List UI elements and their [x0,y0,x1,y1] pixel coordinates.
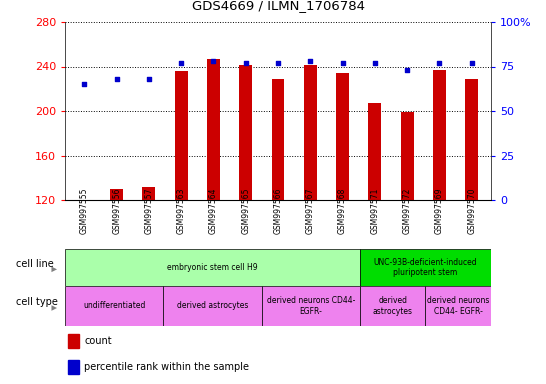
Point [112,76,121,82]
Bar [271,79,284,200]
Text: GSM997563: GSM997563 [177,187,186,234]
Bar [465,79,478,200]
Point [177,60,186,66]
Bar [369,103,381,200]
Point [435,60,444,66]
Text: derived neurons
CD44- EGFR-: derived neurons CD44- EGFR- [427,296,489,316]
Bar [433,70,446,200]
Point [241,60,250,66]
Bar [68,360,79,374]
Text: GSM997570: GSM997570 [467,187,476,234]
Bar [425,286,491,326]
Text: GSM997568: GSM997568 [338,187,347,233]
Text: undifferentiated: undifferentiated [83,301,145,311]
Point [338,60,347,66]
Bar [143,187,156,200]
Text: GSM997566: GSM997566 [274,187,282,234]
Bar [175,71,188,200]
Bar [207,59,220,200]
Bar [65,286,163,326]
Bar [360,249,491,286]
Text: GSM997567: GSM997567 [306,187,315,234]
Text: cell line: cell line [16,259,54,269]
Text: derived
astrocytes: derived astrocytes [373,296,413,316]
Text: embryonic stem cell H9: embryonic stem cell H9 [167,263,258,272]
Bar [163,286,262,326]
Bar [262,286,360,326]
Bar [239,65,252,200]
Point [403,67,412,73]
Bar [401,112,413,200]
Text: UNC-93B-deficient-induced
pluripotent stem: UNC-93B-deficient-induced pluripotent st… [373,258,477,277]
Bar [336,73,349,200]
Bar [68,334,79,348]
Point [274,60,282,66]
Text: GSM997564: GSM997564 [209,187,218,234]
Text: GSM997571: GSM997571 [370,187,379,233]
Text: GSM997569: GSM997569 [435,187,444,234]
Text: count: count [84,336,112,346]
Text: GSM997556: GSM997556 [112,187,121,234]
Text: GSM997555: GSM997555 [80,187,89,234]
Bar [304,65,317,200]
Text: GDS4669 / ILMN_1706784: GDS4669 / ILMN_1706784 [192,0,365,12]
Text: derived neurons CD44-
EGFR-: derived neurons CD44- EGFR- [266,296,355,316]
Bar [65,249,360,286]
Point [467,60,476,66]
Bar [360,286,425,326]
Text: GSM997557: GSM997557 [144,187,153,234]
Point [209,58,218,64]
Point [80,81,89,88]
Text: GSM997572: GSM997572 [402,187,412,233]
Point [370,60,379,66]
Text: percentile rank within the sample: percentile rank within the sample [84,362,249,372]
Text: cell type: cell type [16,297,58,307]
Point [145,76,153,82]
Text: derived astrocytes: derived astrocytes [177,301,248,311]
Bar [110,189,123,200]
Point [306,58,314,64]
Text: GSM997565: GSM997565 [241,187,250,234]
